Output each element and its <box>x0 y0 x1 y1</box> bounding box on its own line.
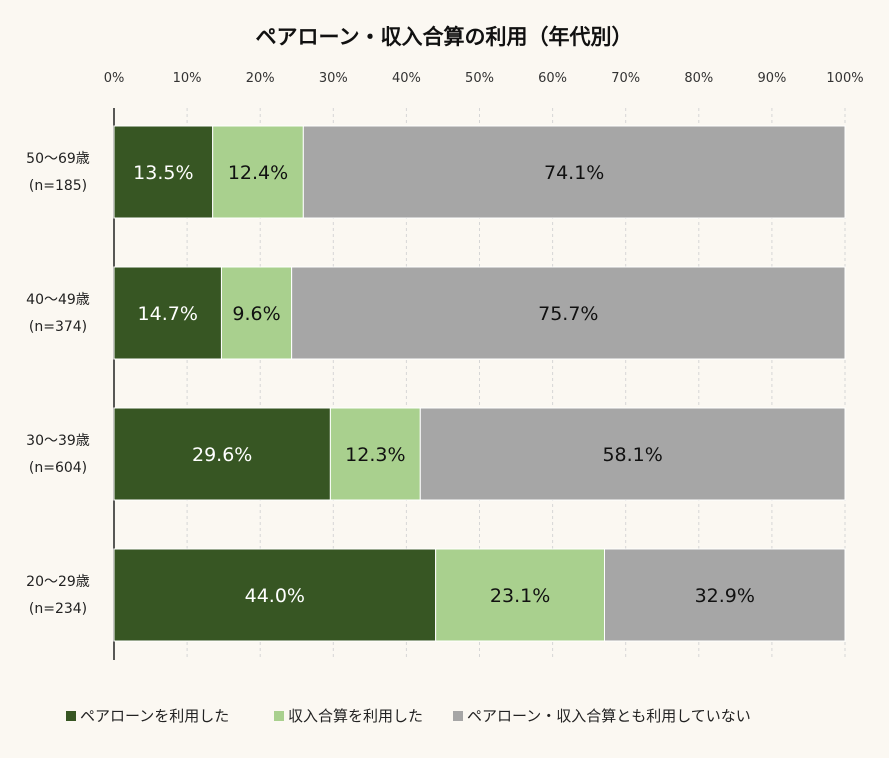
x-tick-label: 10% <box>173 71 202 86</box>
data-label: 12.4% <box>228 162 288 184</box>
legend: ペアローンを利用した 収入合算を利用した ペアローン・収入合算とも利用していない <box>66 707 751 725</box>
x-tick-label: 60% <box>538 71 567 86</box>
bar-segment <box>302 125 846 219</box>
legend-label: 収入合算を利用した <box>288 707 423 725</box>
x-tick-label: 90% <box>757 71 786 86</box>
x-tick-label: 20% <box>246 71 275 86</box>
bar-segment <box>113 548 437 642</box>
category-label: 50〜69歳 <box>26 151 90 167</box>
category-n-label: (n=234) <box>29 601 87 617</box>
bar-segment <box>113 266 222 360</box>
bar-segment <box>113 407 331 501</box>
data-label: 32.9% <box>695 585 755 607</box>
x-tick-label: 50% <box>465 71 494 86</box>
data-label: 44.0% <box>245 585 305 607</box>
bar-segment <box>291 266 846 360</box>
data-label: 13.5% <box>133 162 193 184</box>
x-axis-ticks: 0% 10% 20% 30% 40% 50% 60% 70% 80% 90% 100% <box>104 71 864 86</box>
bar-segment <box>604 548 846 642</box>
x-tick-label: 0% <box>104 71 125 86</box>
category-labels: 50〜69歳 (n=185) 40〜49歳 (n=374) 30〜39歳 (n=604) 2… <box>26 151 90 617</box>
data-labels: 13.5% 12.4% 74.1% 14.7% 9.6% 75.7% 29.6% 12.3% 5… <box>133 162 755 607</box>
bar-segment <box>329 407 421 501</box>
data-label: 74.1% <box>544 162 604 184</box>
x-tick-label: 80% <box>684 71 713 86</box>
data-label: 75.7% <box>538 303 598 325</box>
bar-segment <box>212 125 304 219</box>
data-label: 14.7% <box>138 303 198 325</box>
data-label: 9.6% <box>232 303 280 325</box>
data-label: 12.3% <box>345 444 405 466</box>
bar-segment <box>435 548 606 642</box>
data-label: 23.1% <box>490 585 550 607</box>
chart-title: ペアローン・収入合算の利用（年代別） <box>256 25 633 49</box>
bars <box>113 125 846 642</box>
legend-swatch <box>66 711 76 721</box>
bar-segment <box>220 266 293 360</box>
legend-label: ペアローン・収入合算とも利用していない <box>467 707 751 725</box>
x-tick-label: 30% <box>319 71 348 86</box>
category-label: 20〜29歳 <box>26 574 90 590</box>
x-tick-label: 40% <box>392 71 421 86</box>
legend-swatch <box>453 711 463 721</box>
category-n-label: (n=604) <box>29 460 87 476</box>
x-tick-label: 70% <box>611 71 640 86</box>
legend-swatch <box>274 711 284 721</box>
category-label: 30〜39歳 <box>26 433 90 449</box>
legend-label: ペアローンを利用した <box>80 707 229 725</box>
data-label: 58.1% <box>602 444 662 466</box>
bar-segment <box>419 407 846 501</box>
category-label: 40〜49歳 <box>26 292 90 308</box>
category-n-label: (n=374) <box>29 319 87 335</box>
x-tick-label: 100% <box>826 71 863 86</box>
category-n-label: (n=185) <box>29 178 87 194</box>
data-label: 29.6% <box>192 444 252 466</box>
